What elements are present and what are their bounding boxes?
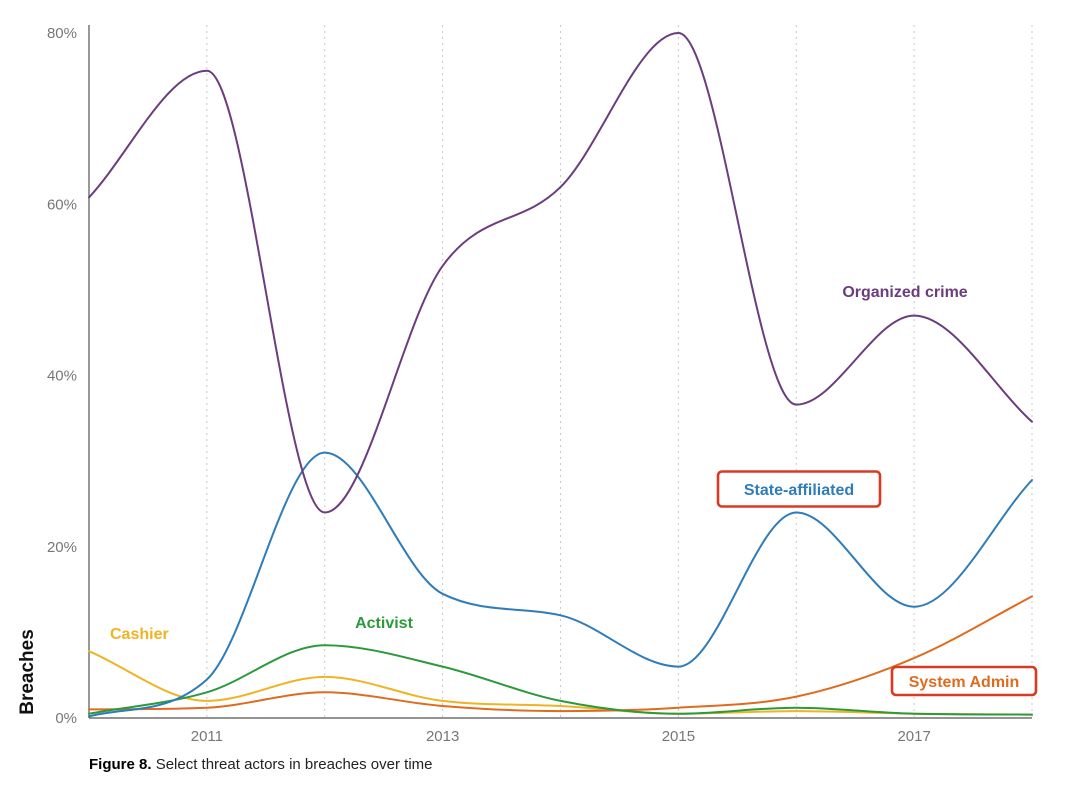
series-labels: Organized crime State-affiliated Activist C…	[110, 284, 1038, 697]
y-tick-label: 80%	[47, 25, 77, 42]
series-line-2	[88, 644, 1033, 716]
y-axis: 0% 20% 40% 60% 80%	[47, 25, 90, 727]
series-line-3	[88, 650, 1033, 716]
x-tick-label: 2013	[426, 728, 459, 745]
figure-caption: Figure 8. Select threat actors in breach…	[89, 756, 432, 773]
series-label: Cashier	[110, 626, 169, 643]
x-tick-label: 2011	[191, 728, 223, 745]
y-axis-title: Breaches	[17, 629, 38, 715]
x-tick-label: 2017	[897, 728, 930, 745]
caption-text: Select threat actors in breaches over ti…	[155, 756, 433, 773]
gridlines	[206, 25, 1033, 718]
y-tick-label: 0%	[55, 710, 77, 727]
y-tick-label: 60%	[47, 196, 77, 213]
y-tick-label: 20%	[47, 539, 77, 556]
series-label: Activist	[355, 615, 413, 632]
series-line-1	[88, 451, 1033, 718]
annotation-box	[716, 470, 882, 508]
line-chart: 0% 20% 40% 60% 80% 2011 2013 2015 2017 Organize…	[17, 25, 1038, 745]
figure-number: Figure 8.	[89, 756, 152, 773]
series-label: State-affiliated	[744, 482, 854, 499]
annotation-box	[890, 665, 1038, 697]
x-tick-label: 2015	[662, 728, 695, 745]
x-axis: 2011 2013 2015 2017	[89, 717, 1032, 745]
series-line-4	[88, 595, 1033, 713]
y-tick-label: 40%	[47, 368, 77, 385]
series-label: Organized crime	[842, 284, 967, 301]
series-line-0	[88, 31, 1033, 514]
series-lines	[88, 31, 1033, 718]
series-label: System Admin	[909, 674, 1020, 691]
